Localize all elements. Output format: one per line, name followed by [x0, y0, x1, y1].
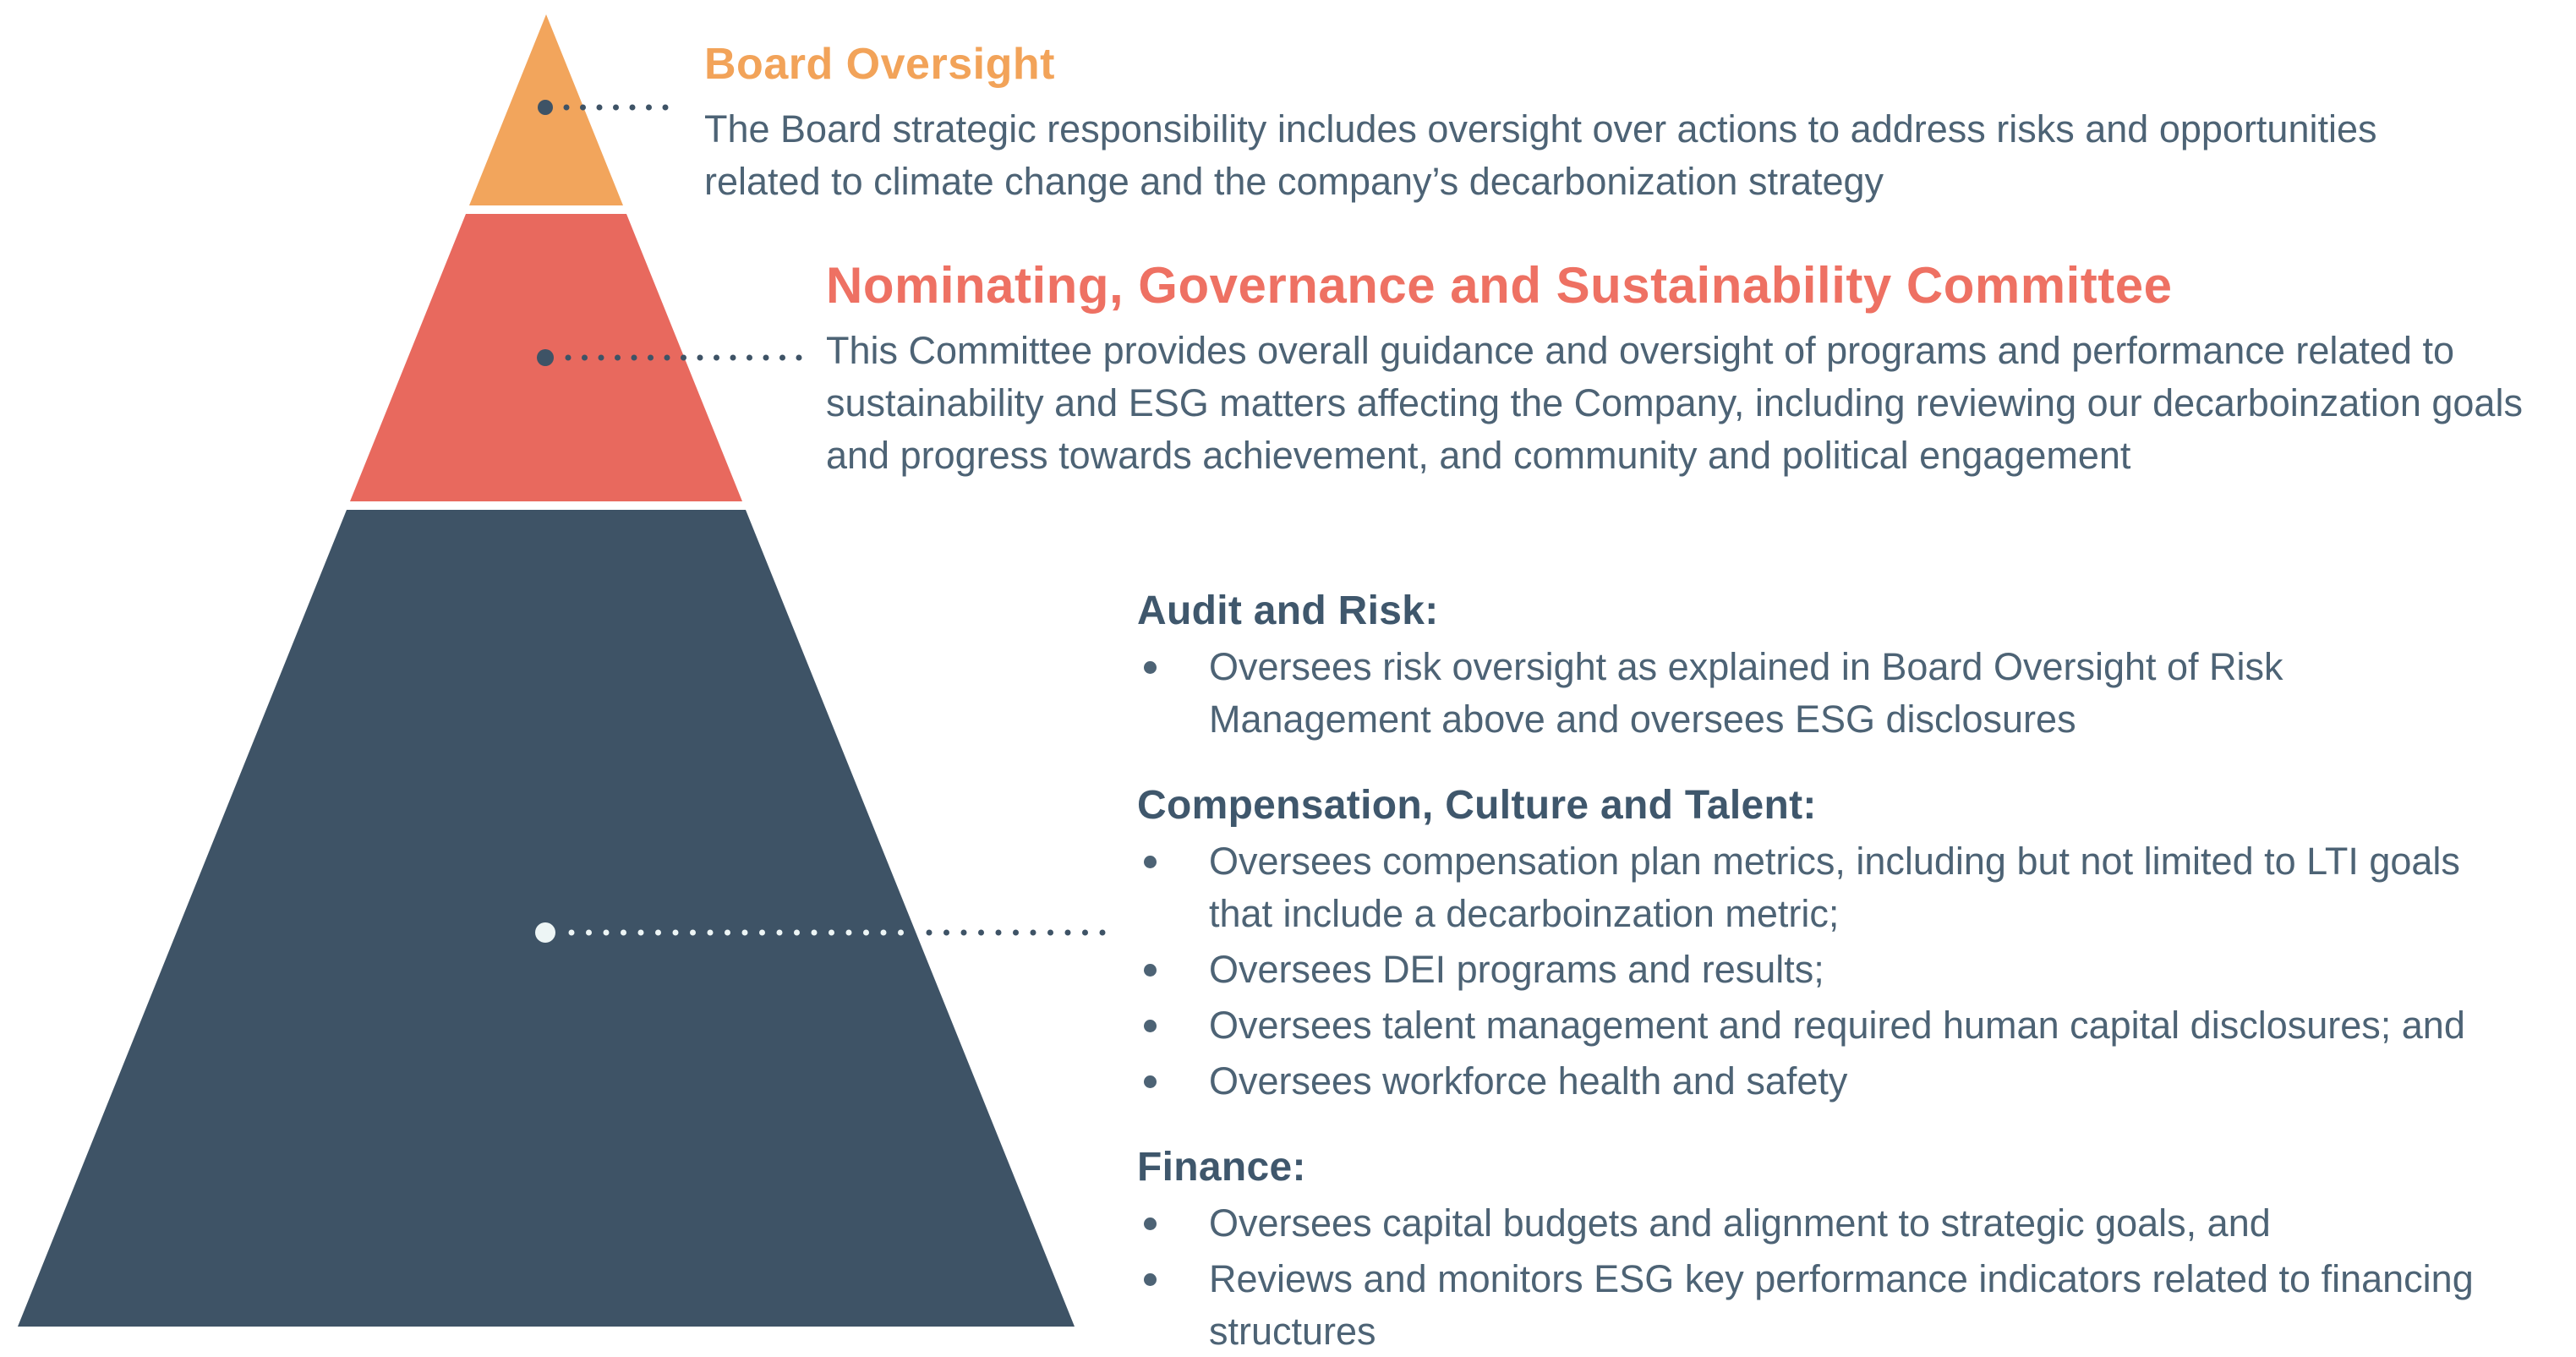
- bullet-icon: [1144, 1075, 1157, 1088]
- list-item: Oversees DEI programs and results;: [1137, 944, 2540, 996]
- bullet-text: Oversees workforce health and safety: [1209, 1059, 1848, 1103]
- compensation-culture-talent-subsection: Compensation, Culture and Talent: Overse…: [1137, 780, 2540, 1108]
- bullet-icon: [1144, 964, 1157, 977]
- leader-anchor-dot-subcommittees: [535, 922, 555, 943]
- audit-and-risk-subsection: Audit and Risk: Oversees risk oversight …: [1137, 585, 2540, 746]
- audit-and-risk-heading: Audit and Risk:: [1137, 588, 1439, 633]
- finance-heading: Finance:: [1137, 1145, 1306, 1190]
- list-item: Oversees talent management and required …: [1137, 999, 2540, 1052]
- subcommittees-section: Audit and Risk: Oversees risk oversight …: [1137, 585, 2540, 1357]
- committee-section: Nominating, Governance and Sustainabilit…: [826, 252, 2576, 482]
- list-item: Oversees capital budgets and alignment t…: [1137, 1197, 2540, 1250]
- compensation-culture-talent-heading: Compensation, Culture and Talent:: [1137, 783, 1817, 828]
- bullet-text: Oversees compensation plan metrics, incl…: [1209, 840, 2460, 935]
- bullet-icon: [1144, 1020, 1157, 1032]
- pyramid-tier-subcommittees: [18, 510, 1075, 1327]
- board-oversight-description: The Board strategic responsibility inclu…: [704, 107, 2377, 203]
- bullet-text: Oversees risk oversight as explained in …: [1209, 645, 2283, 741]
- leader-anchor-dot-committee: [537, 349, 554, 366]
- bullet-text: Oversees talent management and required …: [1209, 1004, 2465, 1047]
- board-oversight-section: Board Oversight The Board strategic resp…: [704, 34, 2378, 208]
- committee-heading: Nominating, Governance and Sustainabilit…: [826, 257, 2173, 314]
- bullet-icon: [1144, 661, 1157, 674]
- committee-description: This Committee provides overall guidance…: [826, 329, 2523, 477]
- list-item: Reviews and monitors ESG key performance…: [1137, 1253, 2540, 1357]
- list-item: Oversees workforce health and safety: [1137, 1055, 2540, 1108]
- list-item: Oversees risk oversight as explained in …: [1137, 641, 2540, 746]
- list-item: Oversees compensation plan metrics, incl…: [1137, 835, 2540, 940]
- bullet-text: Oversees capital budgets and alignment t…: [1209, 1201, 2271, 1245]
- bullet-icon: [1144, 1217, 1157, 1230]
- bullet-icon: [1144, 1273, 1157, 1286]
- bullet-text: Oversees DEI programs and results;: [1209, 948, 1824, 991]
- leader-anchor-dot-board: [538, 100, 553, 115]
- bullet-text: Reviews and monitors ESG key performance…: [1209, 1257, 2474, 1353]
- pyramid-graphic: [18, 14, 1113, 1327]
- bullet-icon: [1144, 856, 1157, 868]
- board-oversight-heading: Board Oversight: [704, 40, 1055, 89]
- finance-subsection: Finance: Oversees capital budgets and al…: [1137, 1141, 2540, 1357]
